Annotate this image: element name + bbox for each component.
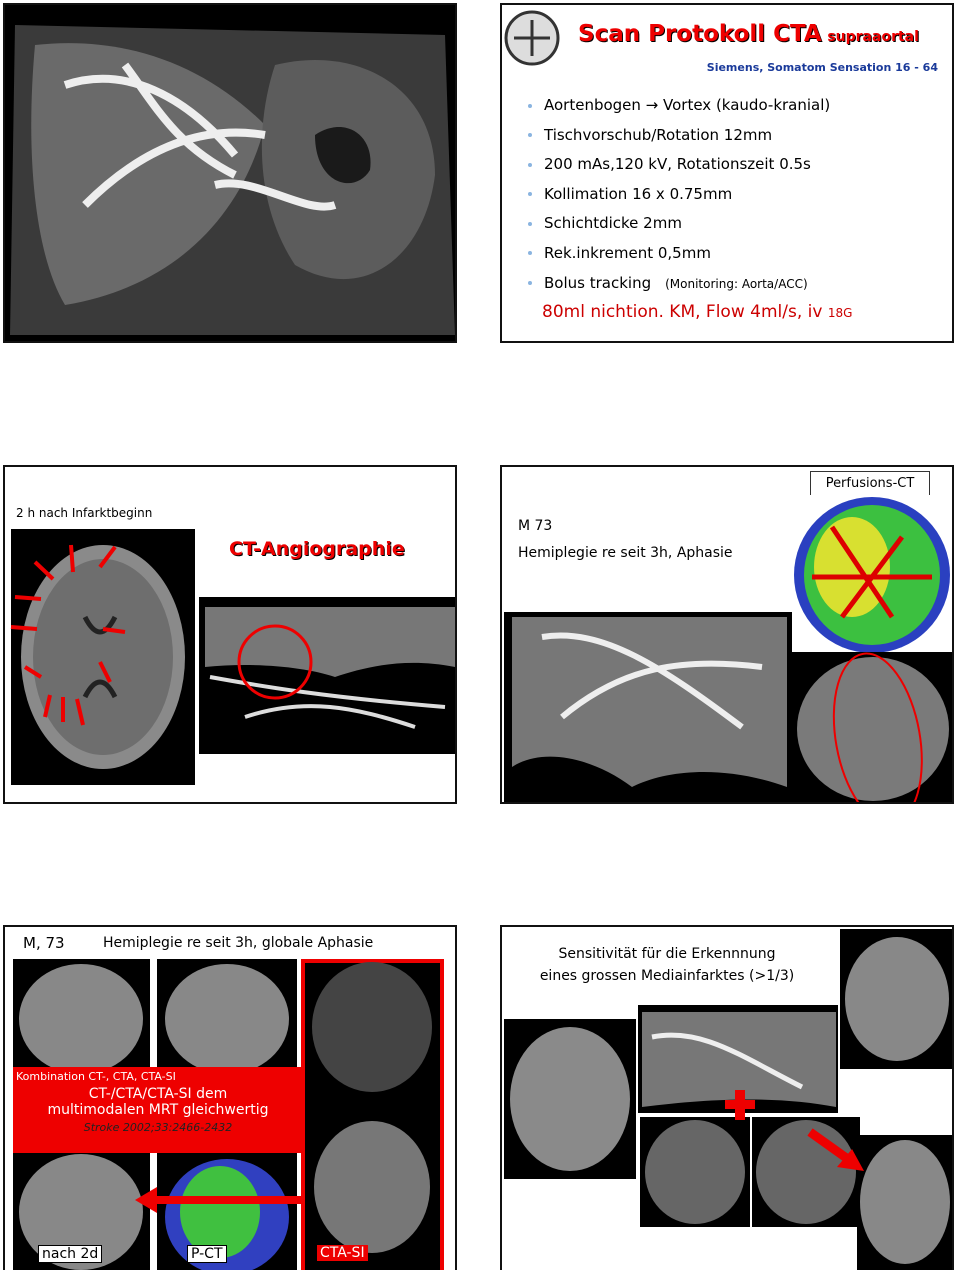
bullet: Bolus tracking (Monitoring: Aorta/ACC)	[528, 269, 830, 300]
slide-title: Scan Protokoll CTA supraaortal	[578, 21, 919, 47]
bullet-dot	[528, 281, 532, 286]
text-line: Sensitivität für die Erkennnung	[558, 946, 776, 962]
bullet-text: Aortenbogen → Vortex (kaudo-kranial)	[544, 96, 831, 114]
title-suffix: supraaortal	[827, 29, 919, 45]
bullet: Rek.inkrement 0,5mm	[528, 239, 830, 269]
bullet: Tischvorschub/Rotation 12mm	[528, 121, 830, 151]
history: Hemiplegie re seit 3h, globale Aphasie	[103, 935, 374, 951]
sensitivity-images	[504, 929, 952, 1270]
bullet-text: Rek.inkrement 0,5mm	[544, 243, 711, 262]
slide-sensitivity: Sensitivität für die Erkennnung eines gr…	[500, 925, 954, 1270]
bullet-text: Kollimation 16 x 0.75mm	[544, 184, 733, 203]
slide-combination: M, 73 Hemiplegie re seit 3h, globale Aph…	[3, 925, 457, 1270]
bullet-dot	[528, 221, 532, 226]
sensitivity-text: Sensitivität für die Erkennnung eines gr…	[512, 943, 822, 987]
history: Hemiplegie re seit 3h, Aphasie	[518, 545, 733, 561]
bullet-text: Bolus tracking	[544, 273, 652, 292]
bullet-dot	[528, 192, 532, 197]
bullet: 200 mAs,120 kV, Rotationszeit 0.5s	[528, 150, 830, 180]
slide-infarct: 2 h nach Infarktbeginn CT-Angiographie	[3, 465, 457, 804]
reference: Stroke 2002;33:2466-2432	[83, 1121, 233, 1134]
angio-image	[10, 25, 455, 335]
box-line: multimodalen MRT gleichwertig	[47, 1102, 269, 1118]
image-label: CTA-SI	[317, 1245, 368, 1261]
bullet: Kollimation 16 x 0.75mm	[528, 180, 830, 210]
caption: 2 h nach Infarktbeginn	[16, 506, 153, 520]
contrast-main: 80ml nichtion. KM, Flow 4ml/s, iv	[542, 302, 823, 322]
image-label: P-CT	[187, 1245, 227, 1263]
slide-perfusion: M 73 Hemiplegie re seit 3h, Aphasie Perf…	[500, 465, 954, 804]
text-line: eines grossen Mediainfarktes (>1/3)	[539, 968, 795, 984]
subtitle: Siemens, Somatom Sensation 16 - 64	[706, 61, 938, 74]
title-main: Scan Protokoll CTA	[578, 21, 822, 47]
bullet-dot	[528, 251, 532, 256]
bullet-text: Tischvorschub/Rotation 12mm	[544, 125, 773, 144]
bullet: Schichtdicke 2mm	[528, 209, 830, 239]
heading: CT-Angiographie	[229, 538, 405, 560]
slide-angio	[3, 3, 457, 343]
combination-images	[13, 959, 444, 1270]
bullet-text: 200 mAs,120 kV, Rotationszeit 0.5s	[544, 155, 811, 174]
perfusion-images	[504, 495, 952, 802]
image-label: nach 2d	[38, 1245, 103, 1263]
box-line: CT-/CTA/CTA-SI dem	[88, 1086, 228, 1102]
patient: M, 73	[23, 934, 65, 952]
bullet-dot	[528, 133, 532, 138]
slide-protocol: Scan Protokoll CTA supraaortal Siemens, …	[500, 3, 954, 343]
bullet-text: Schichtdicke 2mm	[544, 214, 682, 233]
conclusion-box: Kombination CT-, CTA, CTA-SI CT-/CTA/CTA…	[13, 1067, 303, 1153]
bullet-dot	[528, 103, 532, 108]
bullet-list: Aortenbogen → Vortex (kaudo-kranial) Tisc…	[528, 91, 830, 299]
contrast-line: 80ml nichtion. KM, Flow 4ml/s, iv 18G	[542, 302, 852, 322]
bullet-dot	[528, 162, 532, 167]
ct-images	[10, 529, 455, 785]
bullet-note: (Monitoring: Aorta/ACC)	[665, 276, 808, 291]
patient: M 73	[518, 518, 553, 534]
box-line: Kombination CT-, CTA, CTA-SI	[16, 1070, 176, 1083]
logo	[504, 10, 560, 66]
bullet: Aortenbogen → Vortex (kaudo-kranial)	[528, 91, 830, 121]
contrast-suffix: 18G	[827, 306, 853, 320]
